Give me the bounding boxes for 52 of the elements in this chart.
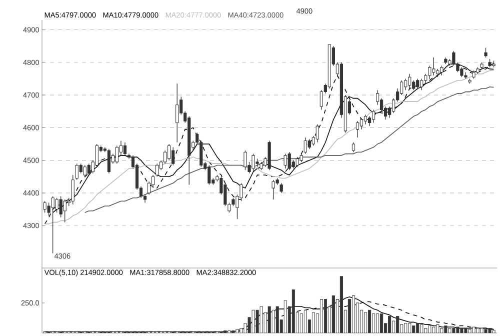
bar: [256, 310, 259, 333]
candlestick: [296, 156, 299, 168]
bar: [292, 289, 295, 333]
candlestick: [432, 57, 436, 76]
candlestick: [416, 78, 420, 89]
candlestick: [364, 114, 368, 125]
candlestick: [412, 80, 416, 90]
bar: [300, 313, 303, 333]
bar: [252, 310, 255, 333]
candlestick: [408, 74, 412, 89]
candlestick: [115, 145, 119, 164]
candlestick: [71, 174, 74, 205]
candlestick: [43, 200, 46, 213]
candlestick: [252, 153, 255, 172]
candlestick: [420, 78, 424, 90]
bar: [320, 299, 323, 333]
candlestick: [288, 152, 291, 170]
candlestick: [107, 148, 110, 174]
candlestick: [308, 138, 311, 150]
candlestick: [51, 196, 54, 254]
candlestick: [63, 199, 66, 223]
candlestick: [284, 153, 287, 169]
candlestick: [75, 163, 78, 180]
candlestick: [176, 83, 179, 143]
candlestick: [208, 164, 211, 186]
candlestick: [356, 120, 360, 138]
candlestick: [404, 78, 408, 90]
candlestick: [55, 198, 58, 213]
candlestick: [272, 180, 275, 200]
candlestick: [440, 65, 444, 76]
candlestick: [168, 144, 171, 161]
candlestick: [59, 196, 62, 218]
candlestick: [428, 65, 432, 80]
candlestick: [484, 47, 488, 58]
bar: [284, 300, 287, 333]
bar: [272, 310, 275, 333]
candlestick: [372, 109, 376, 124]
candlestick: [316, 124, 319, 143]
candlestick: [460, 66, 464, 78]
bar: [304, 310, 307, 333]
candlestick: [244, 150, 247, 170]
candlestick: [156, 163, 159, 177]
candlestick: [352, 142, 356, 152]
bar: [324, 299, 327, 333]
candlestick: [123, 142, 127, 156]
candlestick: [304, 137, 307, 154]
candlestick: [172, 146, 175, 166]
bar: [312, 312, 315, 333]
candlestick: [87, 163, 90, 176]
candlestick: [83, 164, 86, 177]
candlestick: [280, 182, 283, 194]
candlestick: [360, 118, 364, 130]
